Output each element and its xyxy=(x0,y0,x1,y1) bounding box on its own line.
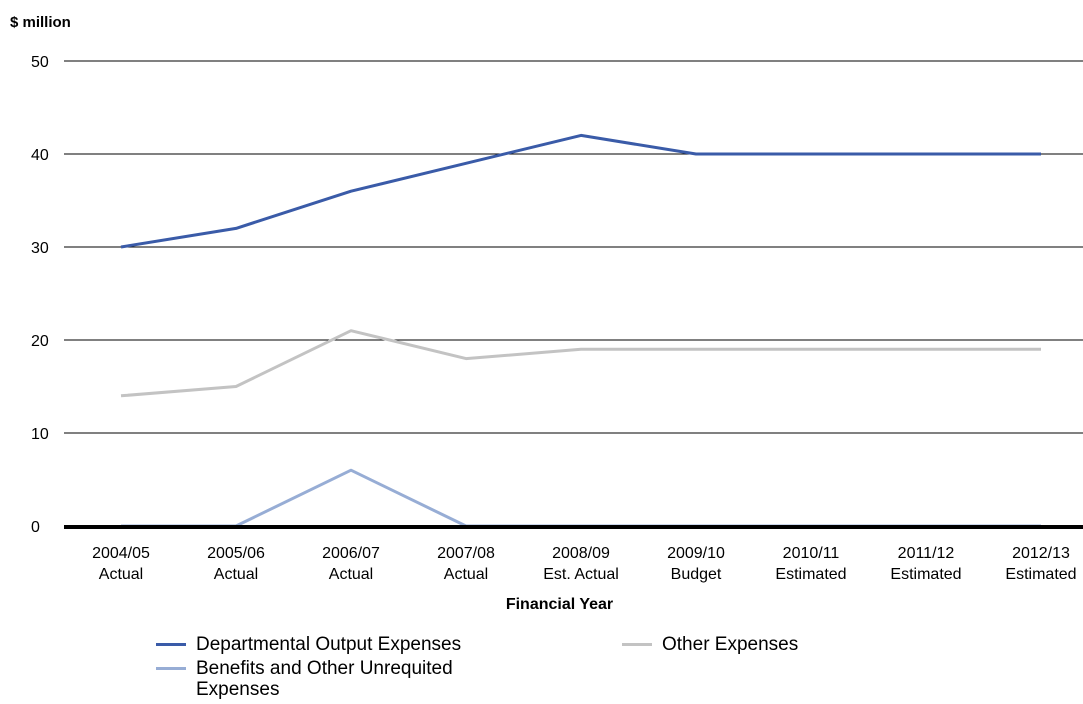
x-tick-label-3-1: Actual xyxy=(444,566,488,583)
x-tick-label-7-0: 2011/12 xyxy=(898,545,955,562)
legend-swatch-other xyxy=(622,643,652,646)
legend-swatch-departmental xyxy=(156,643,186,646)
x-tick-label-8-1: Estimated xyxy=(1005,566,1076,583)
series-line-0 xyxy=(120,133,1041,249)
x-tick-label-8-0: 2012/13 xyxy=(1012,545,1070,562)
x-tick-label-5-1: Budget xyxy=(671,566,722,583)
legend: Departmental Output Expenses Other Expen… xyxy=(156,634,916,704)
x-tick-label-6-1: Estimated xyxy=(775,566,846,583)
legend-item-other-expenses: Other Expenses xyxy=(622,634,982,655)
x-axis-label: Financial Year xyxy=(505,596,614,613)
y-tick-label-40: 40 xyxy=(31,147,49,164)
x-tick-label-4-1: Est. Actual xyxy=(543,566,619,583)
series-line-1 xyxy=(120,329,1041,398)
x-tick-label-2-0: 2006/07 xyxy=(322,545,380,562)
x-tick-label-0-0: 2004/05 xyxy=(92,545,150,562)
x-tick-label-0-1: Actual xyxy=(99,566,143,583)
legend-label-other: Other Expenses xyxy=(662,634,799,655)
x-tick-label-7-1: Estimated xyxy=(890,566,961,583)
line-chart: 0 10 20 30 40 50 2004/05 Actual 2005/06 Actual 200… xyxy=(31,54,1083,583)
y-tick-label-30: 30 xyxy=(31,240,49,257)
x-tick-label-5-0: 2009/10 xyxy=(667,545,725,562)
x-tick-label-1-1: Actual xyxy=(214,566,258,583)
x-tick-label-6-0: 2010/11 xyxy=(783,545,840,562)
legend-swatch-benefits xyxy=(156,667,186,670)
y-tick-label-20: 20 xyxy=(31,333,49,350)
legend-item-departmental-output-expenses: Departmental Output Expenses xyxy=(156,634,516,655)
legend-item-benefits-and-other-unrequited-expenses: Benefits and Other Unrequited Expenses xyxy=(156,658,516,700)
legend-label-departmental: Departmental Output Expenses xyxy=(196,634,462,655)
legend-label-benefits: Benefits and Other Unrequited Expenses xyxy=(196,658,453,700)
x-tick-label-3-0: 2007/08 xyxy=(437,545,495,562)
x-tick-label-2-1: Actual xyxy=(329,566,373,583)
series-line-2 xyxy=(121,468,1041,528)
y-tick-label-10: 10 xyxy=(31,426,49,443)
y-tick-label-50: 50 xyxy=(31,54,49,71)
y-axis-label: $ million xyxy=(10,14,71,31)
x-tick-label-1-0: 2005/06 xyxy=(207,545,265,562)
y-tick-label-0: 0 xyxy=(31,519,40,536)
x-tick-label-4-0: 2008/09 xyxy=(552,545,610,562)
